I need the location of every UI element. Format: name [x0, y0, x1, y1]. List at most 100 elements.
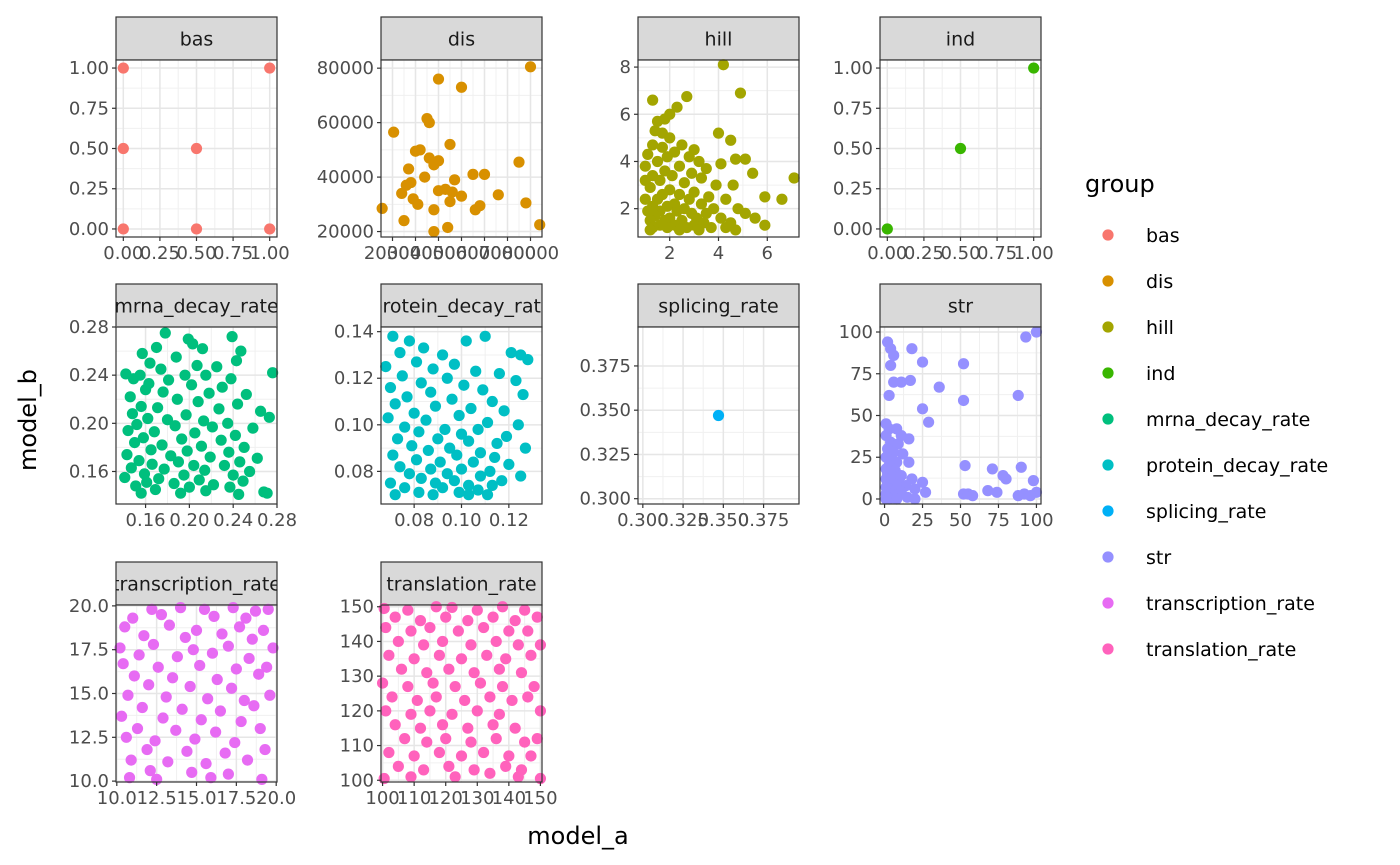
data-point	[389, 398, 401, 410]
data-point	[463, 435, 475, 447]
strip-background	[637, 16, 800, 61]
data-point	[776, 193, 788, 205]
data-point	[749, 212, 761, 224]
data-point	[647, 139, 659, 151]
data-point	[161, 414, 174, 426]
data-point	[158, 463, 170, 475]
y-tick-label: 0.300	[579, 489, 631, 510]
data-point	[455, 190, 468, 202]
data-point	[218, 459, 231, 472]
data-point	[165, 450, 177, 462]
y-tick-label: 0.325	[579, 444, 631, 465]
x-tick-label: 20000	[364, 243, 421, 264]
data-point	[135, 487, 147, 499]
legend-item-protein_decay_rate: protein_decay_rate	[1102, 455, 1328, 477]
y-tick-label: 0.10	[334, 415, 374, 436]
data-point	[489, 451, 501, 464]
data-point	[717, 59, 729, 71]
data-point	[244, 465, 256, 478]
legend-item-ind: ind	[1102, 363, 1175, 385]
x-tick-label: 25	[911, 510, 934, 531]
data-point	[171, 651, 183, 663]
y-tick-label: 0.75	[69, 98, 109, 119]
data-point	[152, 402, 164, 414]
data-point	[259, 743, 271, 756]
data-point	[486, 479, 498, 491]
data-point	[446, 708, 458, 720]
legend-items: bas dis hill ind mrna_decay_rate protein_deca…	[1102, 225, 1328, 661]
data-point	[676, 139, 688, 151]
data-point	[440, 733, 452, 745]
data-point	[240, 612, 252, 624]
data-point	[179, 369, 191, 381]
data-point	[148, 426, 160, 438]
x-tick-label: 12.5	[137, 788, 177, 809]
data-point	[725, 134, 737, 146]
data-point	[496, 680, 509, 693]
data-point	[496, 601, 509, 613]
data-point	[169, 420, 181, 432]
data-point	[510, 374, 522, 387]
data-point	[444, 138, 456, 151]
strip-label: splicing_rate	[658, 296, 778, 318]
x-tick-label: 0	[879, 510, 890, 531]
data-point	[125, 754, 137, 766]
panel-border	[637, 326, 800, 505]
points-translation_rate	[376, 601, 547, 785]
data-point	[443, 760, 455, 772]
data-point	[448, 475, 460, 487]
data-point	[403, 335, 416, 347]
data-point	[515, 667, 528, 679]
data-point	[705, 221, 717, 234]
x-tick-label: 100	[1019, 510, 1053, 531]
data-point	[651, 155, 664, 168]
data-point	[739, 153, 751, 165]
data-point	[923, 416, 935, 428]
data-point	[436, 635, 449, 648]
data-point	[673, 160, 686, 172]
data-point	[415, 377, 427, 389]
legend-item-str: str	[1102, 547, 1171, 569]
data-point	[234, 456, 246, 468]
data-point	[166, 672, 179, 684]
data-point	[146, 603, 158, 615]
facet-panels: bas0.000.250.500.751.000.000.250.500.751…	[69, 16, 1054, 809]
data-point	[734, 87, 747, 99]
data-point	[204, 451, 216, 463]
data-point	[214, 705, 227, 717]
x-tick-label: 60000	[456, 243, 513, 264]
data-point	[429, 400, 442, 412]
x-tick-label: 0.300	[617, 510, 669, 531]
data-point	[387, 449, 399, 461]
legend-label: translation_rate	[1146, 639, 1296, 661]
y-tick-label: 25	[850, 447, 873, 468]
data-point	[500, 430, 513, 443]
x-tick-label: 0.00	[867, 243, 907, 264]
data-point	[729, 224, 742, 236]
data-point	[449, 174, 461, 186]
data-point	[198, 603, 211, 615]
data-point	[190, 624, 203, 637]
data-point	[235, 345, 247, 357]
legend-label: str	[1146, 547, 1171, 569]
data-point	[419, 171, 431, 183]
data-point	[133, 455, 145, 467]
data-point	[647, 94, 659, 106]
data-point	[418, 639, 430, 651]
strip-label: mrna_decay_rate	[114, 296, 278, 318]
data-point	[127, 612, 139, 624]
x-tick-label: 0.25	[140, 243, 180, 264]
data-point	[235, 715, 247, 728]
data-point	[195, 714, 207, 726]
data-point	[210, 726, 222, 738]
facet-panel-str: str 0 25 50 75 100 0 25 50 75 100	[839, 283, 1054, 531]
x-tick-label: 4	[713, 243, 724, 264]
data-point	[459, 694, 471, 707]
data-point	[414, 615, 427, 627]
data-point	[727, 179, 739, 191]
data-point	[493, 708, 505, 720]
data-point	[453, 486, 465, 498]
data-point	[117, 62, 129, 74]
